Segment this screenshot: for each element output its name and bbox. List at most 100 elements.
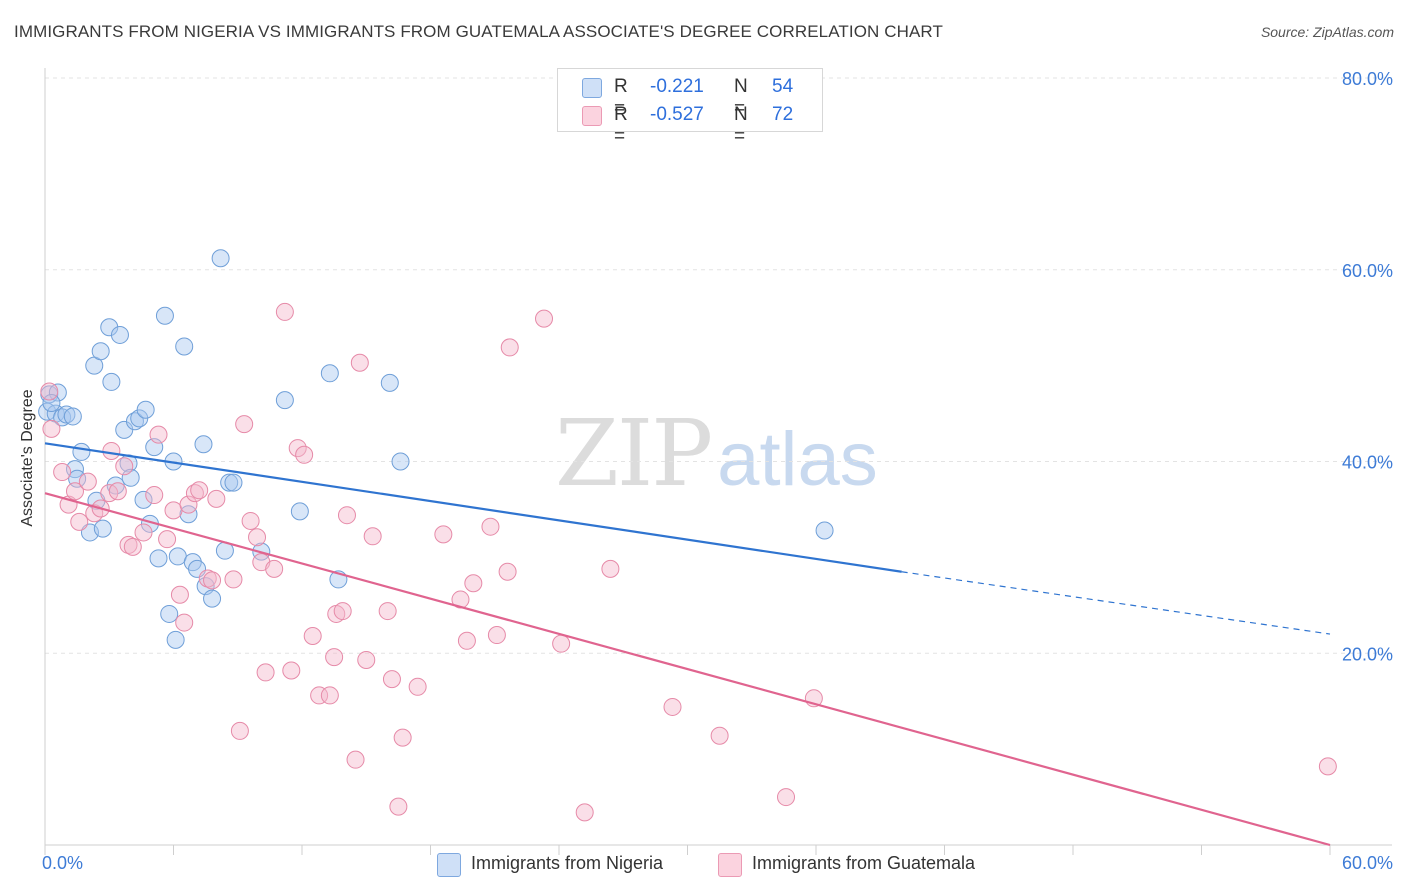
guatemala-point [535,309,554,328]
n-value: 72 [772,104,794,125]
nigeria-point [102,372,121,391]
x-tick-label: 0.0% [42,853,83,873]
nigeria-point [179,505,198,524]
guatemala-point [378,602,397,621]
guatemala-point [663,697,682,716]
nigeria-trend-line [44,442,902,573]
nigeria-point [149,549,168,568]
guatemala-point [487,626,506,645]
y-tick-label: 20.0% [1342,644,1393,664]
y-tick-label: 40.0% [1342,453,1393,473]
nigeria-point [224,473,243,492]
guatemala-point [1318,757,1337,776]
guatemala-point [333,602,352,621]
nigeria-trend-extension [901,571,1331,635]
nigeria-point [121,468,140,487]
guatemala-point [248,528,267,547]
guatemala-point [207,489,226,508]
guatemala-point [145,486,164,505]
guatemala-point [777,788,796,807]
guatemala-point [481,517,500,536]
guatemala-point [451,590,470,609]
watermark-atlas: atlas [717,417,878,502]
guatemala-point [203,571,222,590]
n-label: N = [734,76,748,119]
legend-swatch-guatemala [718,853,742,877]
nigeria-point [166,630,185,649]
guatemala-point [552,634,571,653]
nigeria-point [42,394,61,413]
guatemala-point [310,686,329,705]
guatemala-point [457,631,476,650]
guatemala-point [265,559,284,578]
guatemala-point [282,661,301,680]
guatemala-point [53,463,72,482]
y-tick-label: 80.0% [1342,69,1393,89]
guatemala-point [78,472,97,491]
guatemala-point [295,445,314,464]
guatemala-point [134,523,153,542]
guatemala-point [179,495,198,514]
guatemala-point [235,415,254,434]
nigeria-point [93,519,112,538]
nigeria-point [391,452,410,471]
n-label: N = [734,104,748,147]
guatemala-point [190,481,209,500]
guatemala-point [42,419,61,438]
y-tick-label: 60.0% [1342,261,1393,281]
guatemala-point [325,648,344,667]
guatemala-point [70,512,89,531]
nigeria-point [320,364,339,383]
guatemala-point [256,663,275,682]
guatemala-point [158,530,177,549]
guatemala-point [408,677,427,696]
nigeria-point [194,435,213,454]
nigeria-point [220,473,239,492]
nigeria-point [175,337,194,356]
guatemala-point [434,525,453,544]
legend-swatch-nigeria [437,853,461,877]
nigeria-point [815,521,834,540]
nigeria-point [63,407,82,426]
guatemala-point [500,338,519,357]
guatemala-point [275,302,294,321]
nigeria-point [380,373,399,392]
nigeria-point [275,391,294,410]
guatemala-point [170,585,189,604]
nigeria-point [91,342,110,361]
r-value: -0.221 [650,76,704,97]
nigeria-point [155,306,174,325]
chart-title: IMMIGRANTS FROM NIGERIA VS IMMIGRANTS FR… [14,22,943,41]
guatemala-point [382,670,401,689]
nigeria-point [110,325,129,344]
nigeria-point [160,604,179,623]
guatemala-point [357,650,376,669]
guatemala-point [115,457,134,476]
stats-box: R = -0.221 N = 54 R = -0.527 N = 72 [557,68,823,147]
nigeria-point [100,318,119,337]
nigeria-point [57,405,76,424]
nigeria-point [72,442,91,461]
n-value: 54 [772,76,794,97]
nigeria-point [290,502,309,521]
guatemala-point [123,537,142,556]
guatemala-point [393,728,412,747]
guatemala-trend-line [44,492,1331,847]
guatemala-point [575,803,594,822]
nigeria-point [203,589,222,608]
guatemala-point [149,425,168,444]
x-tick-label: 60.0% [1342,853,1393,873]
guatemala-point [40,382,59,401]
nigeria-point [136,400,155,419]
stats-swatch-nigeria [582,78,602,98]
guatemala-point [108,482,127,501]
guatemala-point [230,721,249,740]
guatemala-point [710,726,729,745]
guatemala-point [363,527,382,546]
guatemala-point [102,441,121,460]
guatemala-point [337,506,356,525]
guatemala-point [241,511,260,530]
watermark: ZIPatlas [555,400,878,507]
stats-swatch-guatemala [582,106,602,126]
